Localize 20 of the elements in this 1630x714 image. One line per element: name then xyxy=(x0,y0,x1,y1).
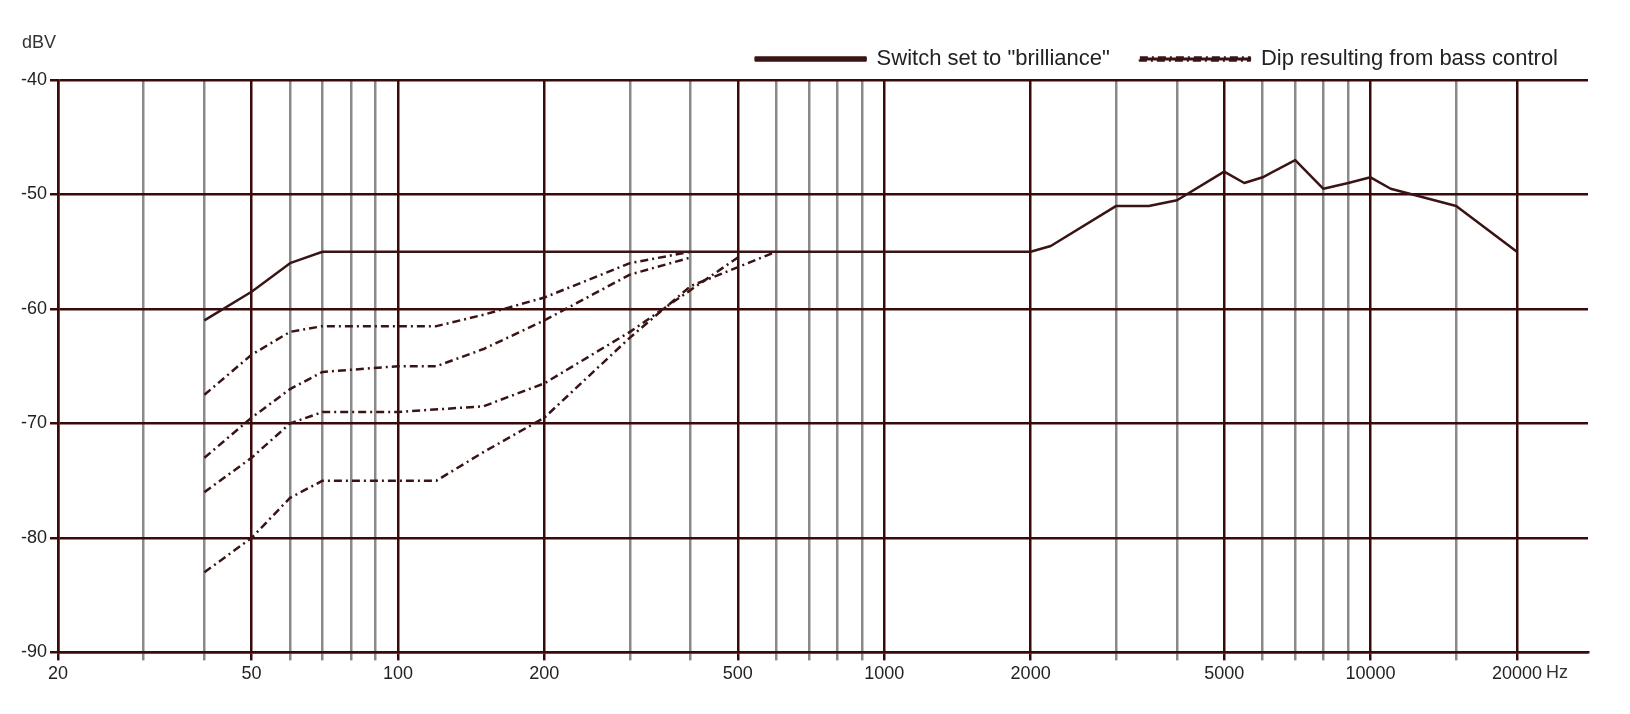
x-axis-title: Hz xyxy=(1546,662,1568,683)
y-tick-label: -80 xyxy=(21,526,48,547)
y-axis-title: dBV xyxy=(22,31,57,52)
x-tick-label: 50 xyxy=(241,663,262,684)
x-tick-label: 2000 xyxy=(1010,663,1051,684)
x-tick-label: 200 xyxy=(529,663,560,684)
y-tick-label: -60 xyxy=(21,297,48,318)
legend-label: Switch set to "brilliance" xyxy=(876,45,1110,71)
x-tick-label: 1000 xyxy=(864,663,905,684)
x-tick-label: 5000 xyxy=(1204,663,1245,684)
y-tick-label: -70 xyxy=(21,412,48,433)
x-tick-label: 100 xyxy=(382,663,413,684)
y-tick-label: -50 xyxy=(21,183,48,204)
x-tick-label: 20 xyxy=(48,663,69,684)
y-tick-label: -40 xyxy=(21,68,48,89)
y-tick-label: -90 xyxy=(21,641,48,662)
x-tick-label: 500 xyxy=(722,663,753,684)
x-tick-label: 10000 xyxy=(1345,663,1396,684)
x-tick-label: 20000 xyxy=(1491,663,1542,684)
legend-label: Dip resulting from bass control xyxy=(1260,45,1559,71)
